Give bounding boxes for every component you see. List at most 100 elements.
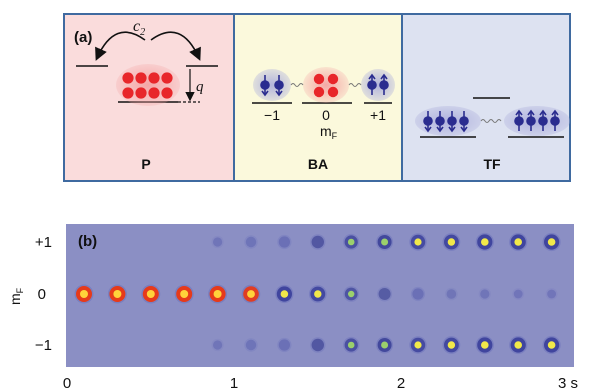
atom-cloud xyxy=(376,336,394,354)
mf-value-plus1: +1 xyxy=(370,107,386,123)
c2-label: c2 xyxy=(133,18,145,38)
spin-atom xyxy=(447,111,457,133)
ba-link-left xyxy=(290,83,304,87)
atom-cloud xyxy=(475,232,494,252)
atom-cloud xyxy=(174,284,194,304)
phase-tf-diagram: TF xyxy=(415,97,570,172)
panel-a: (a) q c2 P −1 xyxy=(63,13,571,182)
x-tick-3: 3 s xyxy=(558,375,578,392)
atom-cloud xyxy=(442,233,461,251)
atom-cloud xyxy=(377,286,393,302)
panel-a-label: (a) xyxy=(74,29,92,46)
phase-label-ba: BA xyxy=(308,156,328,172)
red-halo xyxy=(116,64,180,106)
atom-cloud xyxy=(542,232,561,252)
atom-cloud xyxy=(308,285,327,303)
atom-cloud xyxy=(509,335,528,355)
atom-cloud xyxy=(241,284,261,304)
atom-cloud xyxy=(74,284,94,304)
red-atom xyxy=(148,72,160,84)
atom-cloud xyxy=(277,337,292,353)
atom-cloud xyxy=(211,338,224,352)
ba-halo-plus1 xyxy=(361,69,395,101)
atom-cloud xyxy=(478,287,491,301)
atom-cloud xyxy=(509,232,528,252)
red-atom xyxy=(122,87,134,99)
atom-cloud xyxy=(310,234,326,250)
ba-halo-zero xyxy=(303,67,349,103)
red-atom xyxy=(327,86,339,98)
spin-atom xyxy=(367,73,377,95)
ba-spin-atoms xyxy=(260,73,389,97)
x-tick-0: 0 xyxy=(63,375,71,392)
spin-atom xyxy=(538,109,548,131)
atom-cloud xyxy=(208,284,228,304)
red-atom-cluster xyxy=(122,72,173,99)
phase-label-tf: TF xyxy=(483,156,501,172)
red-atom xyxy=(313,86,325,98)
atom-cloud xyxy=(475,335,494,355)
red-atom xyxy=(161,87,173,99)
row-label-zero: 0 xyxy=(38,286,46,303)
atom-cloud xyxy=(542,335,561,355)
red-atom xyxy=(135,72,147,84)
mf-value-minus1: −1 xyxy=(264,107,280,123)
tf-spin-atoms xyxy=(423,109,560,133)
mf-axis-label: mF xyxy=(320,123,338,141)
atom-cloud xyxy=(545,288,558,300)
q-label: q xyxy=(196,79,204,95)
atom-cloud xyxy=(244,338,258,352)
row-label-minus1: −1 xyxy=(35,337,52,354)
red-atom xyxy=(122,72,134,84)
red-atom xyxy=(327,73,339,85)
atom-cloud-grid xyxy=(74,232,561,355)
atom-cloud xyxy=(409,233,427,251)
ba-halo-minus1 xyxy=(253,69,291,101)
tf-halo-right xyxy=(504,106,570,136)
spin-atom xyxy=(459,111,469,133)
atom-cloud xyxy=(141,284,161,304)
row-label-plus1: +1 xyxy=(35,234,52,251)
atom-cloud xyxy=(343,286,360,302)
x-tick-1: 1 xyxy=(230,375,238,392)
panel-b: (b) +1 0 −1 mF 0 1 2 3 s xyxy=(7,224,578,392)
panel-b-label: (b) xyxy=(78,233,97,250)
atom-cloud xyxy=(244,235,258,249)
atom-cloud xyxy=(343,233,360,251)
atom-cloud xyxy=(310,337,326,353)
ba-zero-atoms xyxy=(313,73,339,98)
atom-cloud xyxy=(409,336,427,354)
spin-atom xyxy=(260,75,270,97)
atom-cloud xyxy=(376,233,394,251)
atom-cloud xyxy=(512,288,525,300)
spin-atom xyxy=(550,109,560,131)
phase-label-p: P xyxy=(141,156,150,172)
spin-atom xyxy=(423,111,433,133)
atom-cloud xyxy=(442,336,461,354)
atom-cloud xyxy=(275,284,294,304)
tf-link xyxy=(480,119,502,123)
atom-cloud xyxy=(211,235,224,249)
phase-p-diagram: q c2 P xyxy=(76,18,218,172)
spin-atom xyxy=(514,109,524,131)
red-atom xyxy=(161,72,173,84)
ba-link-right xyxy=(348,83,362,87)
red-atom xyxy=(135,87,147,99)
atom-cloud xyxy=(410,286,426,302)
spin-atom xyxy=(274,75,284,97)
x-tick-2: 2 xyxy=(397,375,405,392)
coupling-arrow-right xyxy=(150,31,201,61)
atom-cloud xyxy=(277,234,292,250)
red-atom xyxy=(313,73,325,85)
atom-cloud xyxy=(445,287,458,301)
atom-cloud xyxy=(343,336,360,354)
y-axis-label: mF xyxy=(7,287,25,305)
atom-cloud xyxy=(107,284,127,304)
spin-atom xyxy=(526,109,536,131)
red-atom xyxy=(148,87,160,99)
coupling-arrow-left xyxy=(95,31,146,61)
spin-atom xyxy=(379,73,389,95)
phase-ba-diagram: −1 0 +1 mF BA xyxy=(252,67,395,172)
spin-atom xyxy=(435,111,445,133)
